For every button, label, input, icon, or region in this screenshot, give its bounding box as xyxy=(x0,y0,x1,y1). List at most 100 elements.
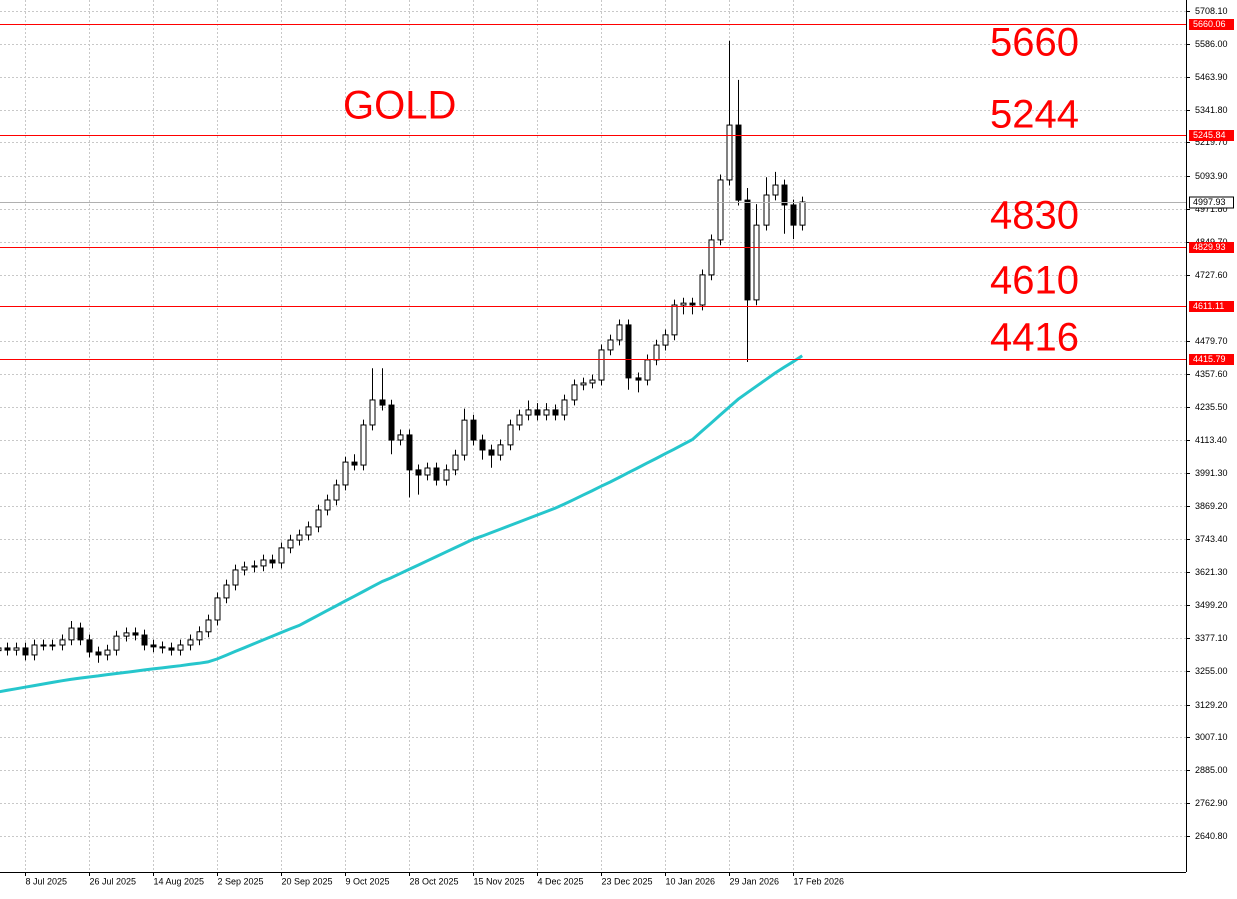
x-tick-label: 29 Jan 2026 xyxy=(730,876,780,886)
candle-body xyxy=(717,179,724,241)
y-tick-label: 5219.70 xyxy=(1195,137,1228,147)
y-tick-label: 4479.70 xyxy=(1195,336,1228,346)
candle-body xyxy=(22,647,29,656)
candle-body xyxy=(552,409,559,416)
candle-body xyxy=(31,644,38,656)
y-tick-label: 5586.00 xyxy=(1195,39,1228,49)
candle-body xyxy=(0,647,2,652)
y-tick-label: 5093.90 xyxy=(1195,171,1228,181)
candle-body xyxy=(388,404,395,441)
candle-body xyxy=(653,344,660,361)
chart-title: GOLD xyxy=(343,84,456,128)
candle-body xyxy=(699,274,706,306)
candle-body xyxy=(342,461,349,486)
y-tick-label: 3129.20 xyxy=(1195,700,1228,710)
y-tick-label: 4113.40 xyxy=(1195,435,1227,445)
level-price-label: 4611.11 xyxy=(1193,301,1224,311)
candle-body xyxy=(86,639,93,653)
candle-body xyxy=(488,449,495,456)
candle-body xyxy=(744,199,751,301)
x-tick-label: 23 Dec 2025 xyxy=(602,876,653,886)
candle-body xyxy=(461,419,468,456)
candle-body xyxy=(223,584,230,599)
level-price-label: 5245.84 xyxy=(1193,130,1226,140)
candle-body xyxy=(269,559,276,564)
candle-body xyxy=(571,384,578,401)
candle-body xyxy=(232,569,239,586)
candle-body xyxy=(470,419,477,441)
x-tick-label: 2 Sep 2025 xyxy=(218,876,264,886)
level-price-box xyxy=(1189,130,1234,141)
candle-body xyxy=(625,324,632,379)
candle-body xyxy=(735,124,742,201)
y-tick-label: 3869.20 xyxy=(1195,501,1228,511)
level-price-box xyxy=(1189,301,1234,312)
candle-body xyxy=(241,566,248,571)
candle-body xyxy=(141,634,148,646)
y-tick-label: 3255.00 xyxy=(1195,666,1228,676)
x-tick-label: 4 Dec 2025 xyxy=(538,876,584,886)
y-tick-label: 4849.70 xyxy=(1195,237,1228,247)
x-tick-label: 14 Aug 2025 xyxy=(154,876,205,886)
candle-body xyxy=(77,627,84,641)
candle-body xyxy=(644,359,651,381)
candle-body xyxy=(168,647,175,651)
y-tick-label: 3377.10 xyxy=(1195,633,1228,643)
y-tick-label: 4357.60 xyxy=(1195,369,1228,379)
x-tick-label: 17 Feb 2026 xyxy=(794,876,845,886)
candle-body xyxy=(360,424,367,466)
candle-body xyxy=(680,302,687,306)
candle-body xyxy=(790,204,797,226)
candle-body xyxy=(589,379,596,384)
candle-body xyxy=(452,454,459,471)
y-tick-label: 2762.90 xyxy=(1195,798,1228,808)
candle-body xyxy=(251,565,258,568)
candle-body xyxy=(214,597,221,621)
level-annotation: 4610 xyxy=(990,259,1079,303)
last-price-box xyxy=(1189,196,1234,209)
candle-body xyxy=(443,469,450,481)
candle-body xyxy=(95,651,102,656)
candle-body xyxy=(333,484,340,501)
candle-body xyxy=(507,424,514,446)
x-tick-label: 15 Nov 2025 xyxy=(474,876,525,886)
candle-body xyxy=(635,377,642,381)
candle-body xyxy=(278,547,285,564)
candle-body xyxy=(763,194,770,226)
level-price-label: 4415.79 xyxy=(1193,354,1226,364)
candle-body xyxy=(13,647,20,651)
level-price-box xyxy=(1189,19,1234,30)
candle-body xyxy=(49,644,56,647)
y-tick-label: 2885.00 xyxy=(1195,765,1228,775)
y-tick-label: 4971.80 xyxy=(1195,204,1228,214)
candle-body xyxy=(305,526,312,536)
y-tick-label: 3991.30 xyxy=(1195,468,1228,478)
candle-body xyxy=(177,644,184,651)
candle-body xyxy=(205,619,212,633)
candle-body xyxy=(196,631,203,641)
candle-body xyxy=(68,627,75,641)
level-price-box xyxy=(1189,242,1234,253)
x-tick-label: 10 Jan 2026 xyxy=(666,876,716,886)
candle-body xyxy=(799,201,806,226)
x-tick-label: 8 Jul 2025 xyxy=(26,876,68,886)
candle-body xyxy=(424,467,431,476)
level-annotation: 4830 xyxy=(990,194,1079,238)
candle-body xyxy=(187,639,194,646)
y-tick-label: 4727.60 xyxy=(1195,270,1228,280)
candle-body xyxy=(104,649,111,656)
moving-average xyxy=(0,354,804,694)
candle-body xyxy=(580,382,587,386)
last-price-label: 4997.93 xyxy=(1193,197,1226,207)
candle-body xyxy=(772,184,779,196)
y-tick-label: 5341.80 xyxy=(1195,105,1228,115)
candle-body xyxy=(260,559,267,567)
candle-body xyxy=(525,409,532,416)
grid xyxy=(0,0,1186,872)
y-tick-label: 4235.50 xyxy=(1195,402,1228,412)
candle-body xyxy=(497,444,504,456)
candle-body xyxy=(296,534,303,541)
candle-body xyxy=(159,646,166,649)
candle-body xyxy=(315,509,322,528)
